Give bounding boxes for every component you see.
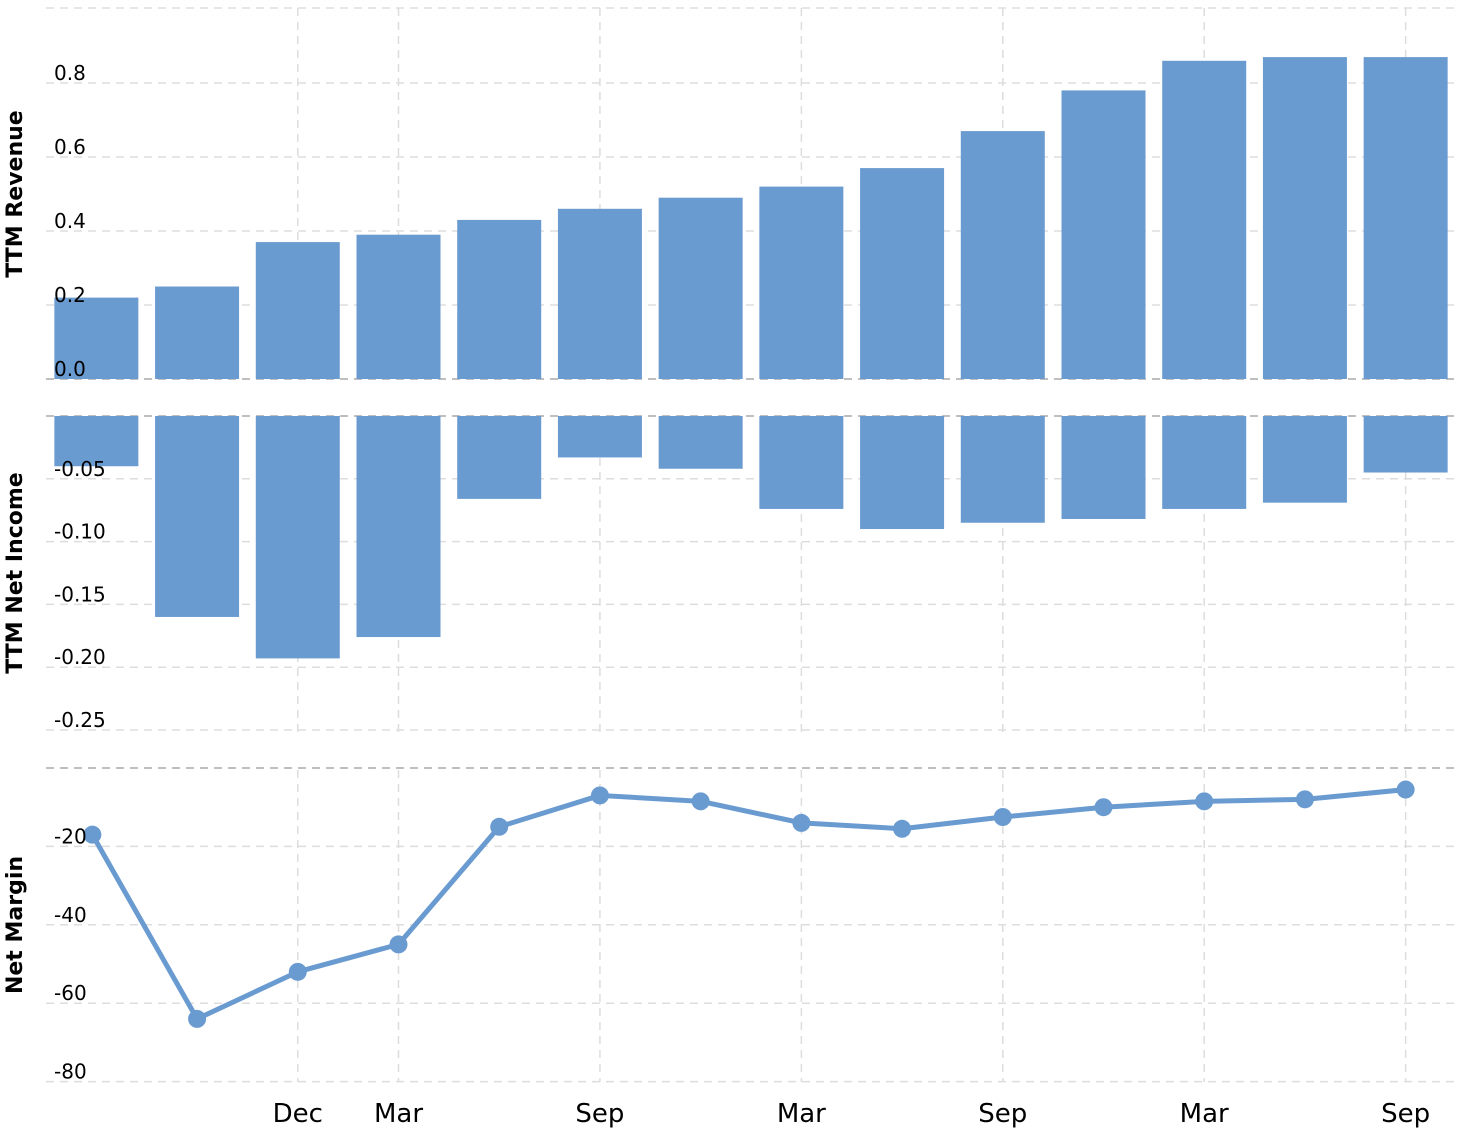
x-tick-label: Mar bbox=[777, 1099, 826, 1128]
revenue-bar bbox=[1262, 57, 1347, 379]
net-income-bar bbox=[658, 416, 743, 469]
x-tick-label: Sep bbox=[575, 1099, 624, 1128]
net-income-bar bbox=[255, 416, 340, 659]
revenue-bar bbox=[860, 168, 945, 379]
net-income-bar bbox=[1061, 416, 1146, 519]
revenue-bar bbox=[255, 242, 340, 379]
net-margin-point bbox=[389, 935, 408, 954]
revenue-bar bbox=[155, 286, 240, 379]
x-tick-label: Sep bbox=[978, 1099, 1027, 1128]
net-income-bar bbox=[1162, 416, 1247, 509]
net-income-bar bbox=[557, 416, 642, 458]
net-margin-point bbox=[1295, 790, 1314, 809]
net-margin-point bbox=[893, 819, 912, 838]
y-tick-label: -80 bbox=[54, 1060, 87, 1084]
net-income-bar bbox=[155, 416, 240, 617]
net-income-bar bbox=[457, 416, 542, 499]
revenue-bar bbox=[759, 186, 844, 379]
y-tick-label: -40 bbox=[54, 903, 87, 927]
revenue-bar bbox=[54, 297, 139, 379]
revenue-bar bbox=[960, 131, 1045, 379]
net-margin-point bbox=[1396, 780, 1415, 799]
net-margin-point bbox=[490, 817, 509, 836]
net-margin-point bbox=[288, 962, 307, 981]
revenue-bar bbox=[356, 234, 441, 379]
net-margin-point bbox=[590, 786, 609, 805]
net-income-bar bbox=[54, 416, 139, 467]
y-tick-label: -0.20 bbox=[54, 645, 106, 669]
revenue-bar bbox=[1363, 57, 1448, 379]
net-income-axis-title: TTM Net Income bbox=[3, 472, 28, 673]
net-margin-line bbox=[90, 787, 1406, 1022]
marks-layer bbox=[54, 57, 1448, 1028]
x-tick-label: Sep bbox=[1381, 1099, 1430, 1128]
y-tick-label: 0.2 bbox=[54, 283, 86, 307]
net-income-bar bbox=[1363, 416, 1448, 473]
net-margin-point bbox=[792, 813, 811, 832]
y-tick-label: 0.0 bbox=[54, 357, 86, 381]
y-tick-label: -20 bbox=[54, 824, 87, 848]
net-margin-point bbox=[83, 825, 102, 844]
revenue-bar bbox=[557, 208, 642, 379]
revenue-bar bbox=[1061, 90, 1146, 380]
y-tick-label: -0.05 bbox=[54, 457, 106, 481]
y-tick-label: 0.4 bbox=[54, 209, 86, 233]
y-tick-label: -0.25 bbox=[54, 708, 106, 732]
revenue-bar bbox=[457, 219, 542, 379]
y-tick-label: -0.15 bbox=[54, 582, 106, 606]
net-income-bar bbox=[1262, 416, 1347, 503]
text-layer: 0.0 0.2 0.4 0.6 0.8 TTM Revenue -0.05 -0.10 -0.1… bbox=[3, 61, 1430, 1128]
y-tick-label: 0.8 bbox=[54, 61, 86, 85]
net-margin-point bbox=[993, 808, 1012, 826]
x-tick-label: Mar bbox=[374, 1099, 423, 1128]
revenue-axis-title: TTM Revenue bbox=[3, 110, 28, 277]
net-income-bar bbox=[860, 416, 945, 530]
x-tick-label: Mar bbox=[1180, 1099, 1229, 1128]
y-tick-label: -60 bbox=[54, 981, 87, 1005]
revenue-bar bbox=[1162, 60, 1247, 380]
net-margin-axis-title: Net Margin bbox=[3, 856, 28, 994]
x-tick-label: Dec bbox=[273, 1099, 323, 1128]
net-income-bar bbox=[356, 416, 441, 638]
net-margin-point bbox=[1094, 798, 1113, 817]
net-margin-point bbox=[188, 1009, 207, 1028]
net-income-bar bbox=[960, 416, 1045, 523]
y-tick-label: -0.10 bbox=[54, 520, 106, 544]
net-income-bar bbox=[759, 416, 844, 509]
revenue-bar bbox=[658, 197, 743, 379]
y-tick-label: 0.6 bbox=[54, 135, 86, 159]
net-margin-point bbox=[1195, 792, 1214, 811]
net-margin-point bbox=[691, 792, 710, 811]
